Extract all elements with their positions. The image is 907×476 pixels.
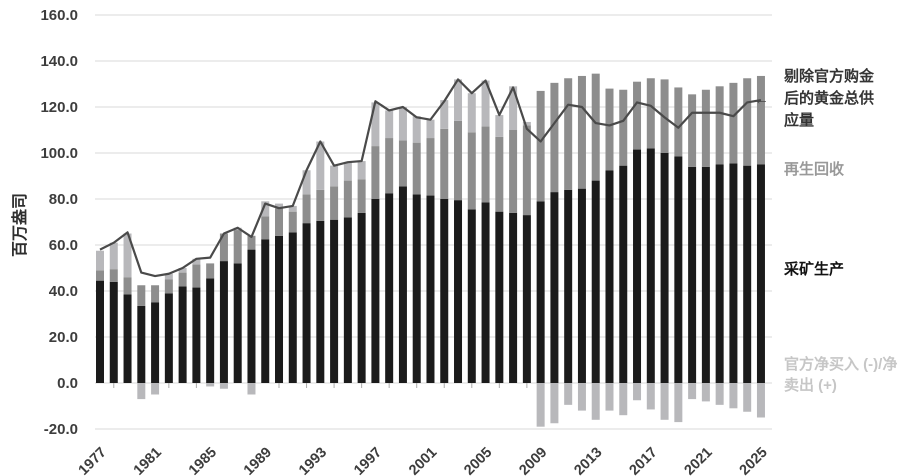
svg-text:40.0: 40.0 — [49, 283, 78, 300]
series-label-mine-production: 采矿生产 — [784, 261, 845, 278]
svg-text:2021: 2021 — [682, 445, 716, 476]
series-label-recycled: 再生回收 — [784, 161, 845, 178]
svg-text:1997: 1997 — [351, 445, 385, 476]
svg-text:2017: 2017 — [626, 445, 660, 476]
svg-text:160.0: 160.0 — [40, 7, 78, 24]
svg-text:-20.0: -20.0 — [44, 421, 78, 438]
svg-text:2005: 2005 — [461, 445, 495, 476]
svg-text:1989: 1989 — [241, 445, 275, 476]
left-arrow-icon: ← — [754, 91, 769, 108]
svg-text:2001: 2001 — [406, 445, 440, 476]
svg-text:1985: 1985 — [186, 445, 220, 476]
svg-text:20.0: 20.0 — [49, 329, 78, 346]
svg-text:0.0: 0.0 — [57, 375, 78, 392]
series-label-total-supply: 剔除官方购金后的黄金总供应量 — [784, 68, 875, 129]
svg-text:1993: 1993 — [296, 445, 330, 476]
svg-text:120.0: 120.0 — [40, 99, 78, 116]
svg-text:80.0: 80.0 — [49, 191, 78, 208]
y-axis-title: 百万盎司 — [12, 193, 29, 258]
svg-text:1977: 1977 — [76, 445, 110, 476]
svg-text:2013: 2013 — [571, 445, 605, 476]
svg-text:2009: 2009 — [516, 445, 550, 476]
svg-text:140.0: 140.0 — [40, 53, 78, 70]
svg-text:1981: 1981 — [131, 445, 165, 476]
series-label-official-net: 官方净买入 (-)/净卖出 (+) — [784, 356, 898, 394]
svg-text:60.0: 60.0 — [49, 237, 78, 254]
svg-text:2025: 2025 — [737, 445, 771, 476]
svg-text:100.0: 100.0 — [40, 145, 78, 162]
